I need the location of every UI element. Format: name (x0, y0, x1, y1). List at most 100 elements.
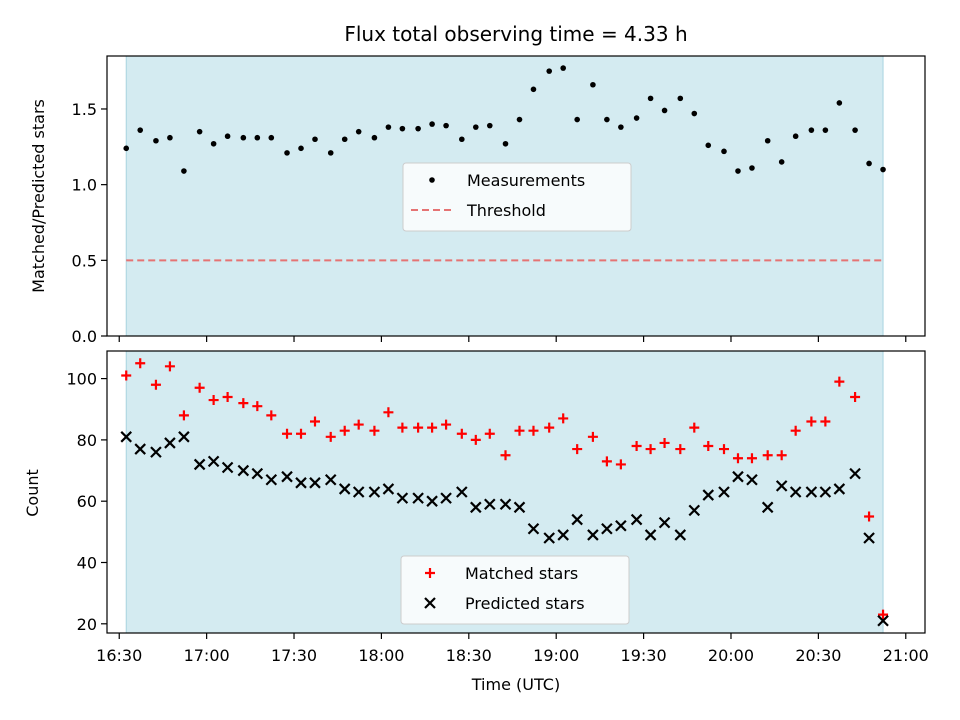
matched-star-point (427, 422, 438, 433)
predicted-star-point (251, 467, 264, 480)
measurement-point (661, 107, 668, 114)
predicted-star-point (207, 455, 220, 468)
matched-star-point (282, 428, 293, 439)
measurement-point (560, 65, 566, 71)
predicted-star-point (193, 458, 206, 471)
matched-star-point (689, 422, 700, 433)
predicted-star-point (877, 614, 889, 627)
ratio-axes-frame (106, 55, 926, 337)
matched-star-point (631, 441, 642, 452)
legend-predicted-swatch (424, 597, 436, 609)
measurement-point (355, 128, 362, 135)
count-y-ticks: 20 40 60 80 100 (66, 370, 107, 634)
predicted-star-point (789, 486, 802, 498)
measurement-point (691, 110, 698, 117)
measurement-point (604, 116, 610, 123)
x-tick-label: 18:00 (358, 646, 404, 665)
ratio-panel: 0.0 0.5 1.0 1.5 Matched/Predicted stars Mea… (29, 55, 926, 346)
predicted-star-point (732, 470, 744, 483)
measurement-point (677, 95, 684, 102)
matched-star-point (558, 413, 569, 424)
predicted-star-point (221, 461, 234, 474)
matched-star-point (675, 444, 686, 455)
predicted-star-point (615, 519, 627, 532)
measurement-point (254, 134, 261, 141)
ratio-y-tick-label: 1.0 (72, 176, 97, 195)
predicted-star-point (309, 477, 321, 489)
predicted-star-point (833, 483, 846, 495)
measurement-point (764, 137, 771, 144)
matched-star-point (732, 453, 743, 464)
predicted-star-point (775, 480, 788, 492)
measurement-point (327, 150, 334, 156)
measurement-point (822, 127, 829, 133)
measurement-point (137, 127, 144, 133)
measurement-point (415, 125, 421, 132)
predicted-star-point (674, 529, 687, 541)
matched-star-point (572, 444, 583, 455)
measurement-point (633, 115, 640, 121)
count-panel: 20 40 60 80 100 16:30 17:00 17:30 18:00 18:30 19:… (23, 350, 929, 694)
count-y-tick-label: 40 (77, 554, 97, 573)
predicted-star-point (718, 486, 730, 498)
ratio-x-ticks (118, 336, 907, 342)
predicted-star-point (178, 431, 190, 443)
predicted-star-point (324, 473, 337, 486)
predicted-star-point (237, 464, 250, 477)
ratio-y-axis-label: Matched/Predicted stars (29, 99, 48, 293)
x-tick-label: 20:30 (795, 646, 841, 665)
matched-star-point (413, 422, 424, 433)
predicted-star-point (295, 477, 307, 489)
x-axis-label: Time (UTC) (471, 675, 560, 694)
predicted-star-point (601, 523, 613, 535)
measurement-point (880, 166, 886, 173)
measurement-point (167, 134, 173, 141)
matched-star-point (878, 609, 889, 620)
measurement-point (618, 124, 624, 130)
matched-star-point (135, 358, 146, 369)
matched-star-point (514, 425, 525, 436)
matched-star-point (587, 431, 598, 442)
matched-star-point (121, 370, 132, 381)
legend-matched-swatch (425, 568, 435, 578)
measurement-point (196, 128, 203, 135)
chart-title: Flux total observing time = 4.33 h (344, 22, 687, 46)
measurement-point (778, 159, 785, 165)
measurement-point (590, 81, 596, 88)
matched-star-point (178, 410, 189, 421)
x-tick-label: 17:00 (184, 646, 230, 665)
matched-star-point (383, 407, 394, 418)
measurement-point (181, 168, 187, 174)
measurement-point (459, 136, 465, 143)
measurement-point (224, 133, 231, 140)
legend-entry-label: Predicted stars (465, 594, 585, 613)
measurement-point (502, 140, 509, 147)
legend-measurement-swatch (429, 177, 435, 183)
predicted-star-point (338, 483, 351, 495)
matched-star-point (309, 416, 320, 427)
count-y-tick-label: 20 (77, 615, 97, 634)
predicted-star-point (658, 516, 671, 529)
matched-star-point (194, 382, 205, 393)
predicted-star-point (849, 467, 861, 480)
predicted-star-point (688, 504, 701, 517)
x-tick-label: 17:30 (271, 646, 317, 665)
measurement-point (385, 124, 392, 130)
matched-star-point (266, 410, 277, 421)
predicted-star-point (412, 492, 424, 504)
predicted-star-point (368, 486, 381, 498)
predicted-star-point (456, 486, 468, 498)
ratio-y-tick-label: 0.0 (72, 327, 97, 346)
predicted-star-point (543, 532, 555, 544)
count-y-tick-label: 100 (66, 370, 97, 389)
x-tick-label: 19:30 (621, 646, 667, 665)
predicted-star-point (426, 495, 438, 507)
matched-star-point (864, 511, 875, 522)
matched-star-point (790, 425, 801, 436)
measurement-point (808, 127, 815, 133)
measurement-point (486, 122, 493, 129)
predicted-star-point (819, 486, 832, 498)
predicted-star-point (702, 489, 715, 501)
measurement-point (312, 136, 318, 143)
matched-star-point (150, 379, 161, 390)
